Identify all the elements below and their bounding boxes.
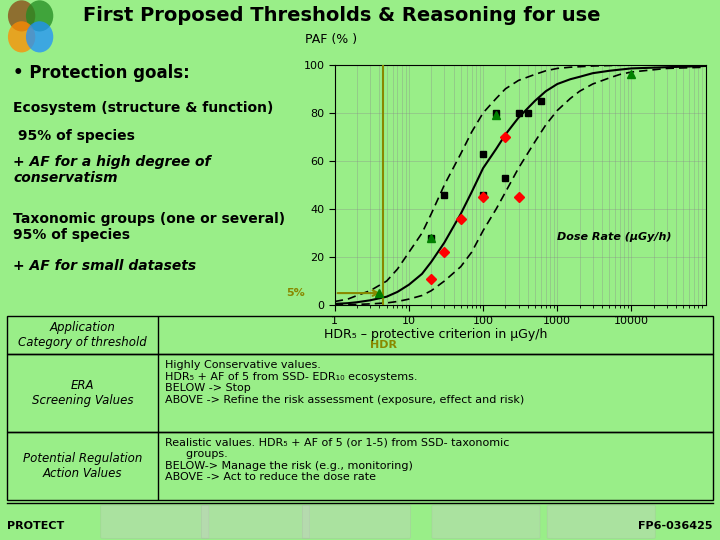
FancyBboxPatch shape [432,505,540,538]
Text: + AF for small datasets: + AF for small datasets [13,259,197,273]
FancyBboxPatch shape [202,505,310,538]
Text: PROTECT: PROTECT [7,521,65,531]
Text: Highly Conservative values.
HDR₅ + AF of 5 from SSD- EDR₁₀ ecosystems.
BELOW -> : Highly Conservative values. HDR₅ + AF of… [166,360,525,405]
Text: Realistic values. HDR₅ + AF of 5 (or 1-5) from SSD- taxonomic
      groups.
BELO: Realistic values. HDR₅ + AF of 5 (or 1-5… [166,437,510,482]
FancyBboxPatch shape [547,505,655,538]
FancyBboxPatch shape [302,505,410,538]
Text: FP6-036425: FP6-036425 [639,521,713,531]
Text: First Proposed Thresholds & Reasoning for use: First Proposed Thresholds & Reasoning fo… [83,6,600,25]
Text: Application
Category of threshold: Application Category of threshold [19,321,147,349]
Text: PAF (% ): PAF (% ) [305,32,357,45]
Ellipse shape [26,21,53,52]
Text: Dose Rate (μGy/h): Dose Rate (μGy/h) [557,232,672,242]
Text: Taxonomic groups (one or several)
95% of species: Taxonomic groups (one or several) 95% of… [13,212,285,242]
Text: • Protection goals:: • Protection goals: [13,64,190,83]
Text: HDR₅ – protective criterion in μGy/h: HDR₅ – protective criterion in μGy/h [324,328,547,341]
Text: HDR: HDR [370,340,397,350]
Text: ERA
Screening Values: ERA Screening Values [32,379,133,407]
Text: + AF for a high degree of
conservatism: + AF for a high degree of conservatism [13,155,211,185]
Text: Ecosystem (structure & function): Ecosystem (structure & function) [13,101,274,115]
Text: Potential Regulation
Action Values: Potential Regulation Action Values [23,452,143,480]
Ellipse shape [8,21,35,52]
Text: 95% of species: 95% of species [13,129,135,143]
Ellipse shape [26,1,53,31]
Text: 5%: 5% [287,288,305,298]
FancyBboxPatch shape [101,505,209,538]
Ellipse shape [8,1,35,31]
